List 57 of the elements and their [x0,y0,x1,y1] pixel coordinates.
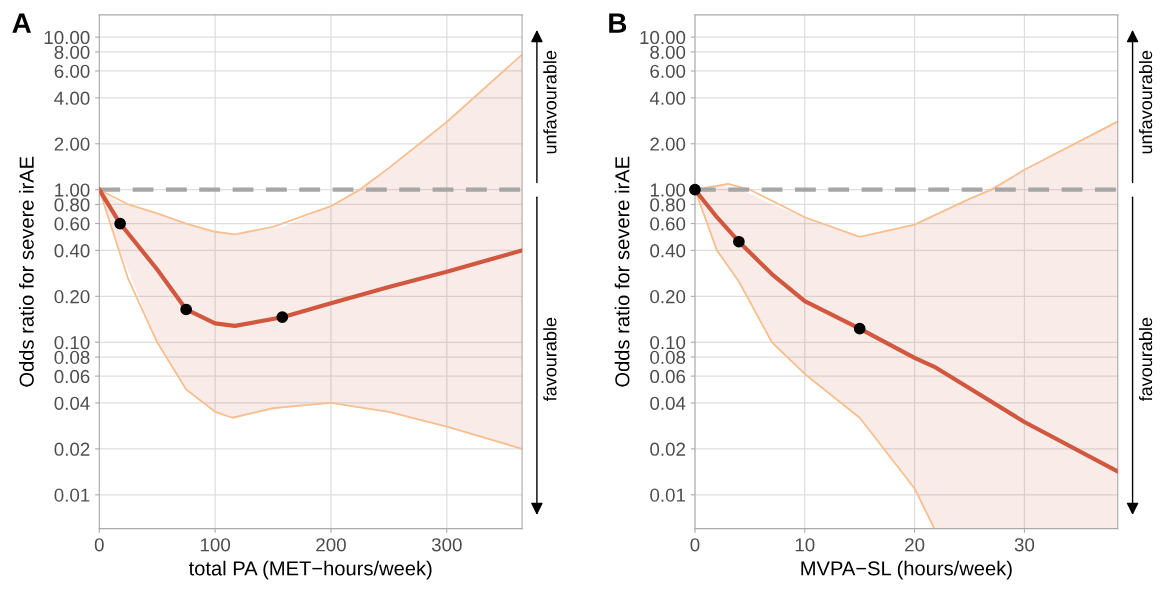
y-axis-title: Odds ratio for severe irAE [614,156,630,387]
y-tick-label: 6.00 [650,64,686,78]
point [276,311,289,324]
line-series [99,187,523,328]
y-tick-label: 0.60 [650,217,686,231]
text: B [609,13,627,33]
x-tick-label: 0 [690,538,700,552]
y-tick-label: 0.10 [54,335,90,350]
point [180,303,193,316]
x-tick-label: 30 [1014,538,1035,552]
text: unfavourable [543,50,557,154]
y-tick-label: 0.60 [54,217,90,231]
y-tick-label: 2.00 [650,137,686,151]
y-tick-label: 10.00 [44,30,90,45]
y-tick-label: 0.01 [54,488,90,502]
y-tick-label: 0.04 [650,396,686,410]
point [853,322,866,335]
point [733,235,745,248]
y-tick-label: 4.00 [54,91,90,105]
text: favourable [543,317,557,402]
y-tick-label: 10.00 [640,30,686,45]
y-tick-label: 0.06 [54,369,90,384]
point [114,217,126,230]
y-tick-label: 0.04 [54,396,90,410]
y-tick-label: 0.80 [650,198,686,212]
x-axis-title: MVPA−SL (hours/week) [801,560,1012,580]
x-tick-label: 100 [200,538,231,552]
x-axis-title: total PA (MET−hours/week) [188,560,432,580]
y-tick-label: 0.01 [650,488,686,502]
y-tick-label: 2.00 [54,137,90,151]
x-tick-label: 300 [431,538,462,552]
y-tick-label: 0.10 [650,335,686,350]
point [689,183,701,196]
y-tick-label: 0.08 [650,350,686,365]
x-tick-label: 10 [795,538,815,552]
y-tick-label: 0.08 [54,350,90,365]
y-tick-label: 1.00 [650,183,686,197]
y-tick-label: 0.40 [650,244,686,258]
y-tick-label: 0.20 [54,290,90,304]
x-tick-label: 20 [905,538,925,552]
text: A [12,13,32,33]
y-axis-title: Odds ratio for severe irAE [19,156,34,387]
y-tick-label: 0.20 [650,290,686,304]
text: favourable [1138,317,1153,402]
y-tick-label: 6.00 [54,64,90,78]
y-tick-label: 4.00 [649,91,686,105]
y-tick-label: 0.02 [650,442,685,456]
x-tick-label: 200 [316,538,346,552]
text: unfavourable [1138,50,1153,154]
y-tick-label: 8.00 [650,45,686,59]
y-tick-label: 0.40 [54,244,90,258]
x-tick-label: 0 [94,538,104,552]
y-tick-label: 1.00 [55,183,90,197]
y-tick-label: 8.00 [54,45,90,59]
y-tick-label: 0.80 [54,198,90,212]
y-tick-label: 0.02 [54,442,90,456]
y-tick-label: 0.06 [650,369,686,384]
